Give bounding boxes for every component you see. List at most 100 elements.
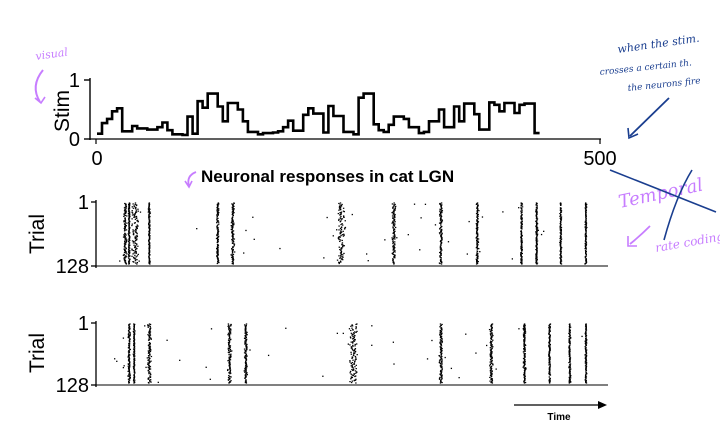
raster2-spike: [228, 338, 230, 340]
raster2-spike: [489, 365, 491, 367]
raster2-spike: [353, 363, 355, 366]
raster1-spike: [131, 223, 133, 225]
raster1-spike: [585, 227, 587, 230]
raster1-spikes: [119, 202, 588, 265]
time-label: Time: [547, 412, 571, 423]
raster2-spike: [392, 341, 395, 343]
raster1-spike: [124, 249, 127, 251]
raster2-spike: [245, 359, 248, 361]
raster2-spike: [128, 361, 131, 363]
raster2-spike: [228, 374, 230, 377]
raster1-spike: [124, 236, 126, 238]
raster1-spike: [123, 230, 126, 232]
raster2-spike: [227, 360, 229, 362]
raster1-spike: [338, 237, 340, 240]
raster1-spike: [230, 226, 233, 228]
raster1-spike: [394, 255, 396, 257]
raster1-spike: [133, 261, 135, 263]
raster2-spike: [524, 370, 526, 372]
raster2-spike: [350, 341, 352, 343]
raster1-spike: [340, 217, 342, 219]
raster2-spike: [523, 339, 525, 341]
raster2-spike: [524, 375, 526, 378]
raster2-spike: [230, 353, 232, 355]
stim-y-tick-label-1: 1: [69, 70, 80, 92]
raster1-spike: [559, 254, 561, 256]
raster2-spike: [548, 342, 550, 344]
raster1-spike: [440, 242, 443, 244]
raster1-spike: [132, 232, 135, 234]
raster1-spike: [521, 238, 523, 240]
raster2-spike: [440, 352, 442, 354]
raster1-spike: [216, 214, 218, 216]
raster2-spike: [548, 331, 550, 333]
raster1-spike: [584, 210, 587, 212]
raster1-spike: [342, 230, 344, 232]
raster1-spike: [520, 212, 522, 214]
raster1-spike: [134, 218, 137, 220]
raster2-spike: [522, 351, 525, 353]
raster1-spike: [520, 205, 522, 207]
raster2-spike: [285, 327, 287, 329]
raster2-spike: [350, 362, 352, 365]
raster1-spike: [438, 222, 441, 224]
raster1-spike: [135, 256, 137, 258]
raster2-spike: [149, 376, 152, 379]
raster1-spike: [216, 221, 219, 223]
raster1-spike: [137, 221, 139, 223]
raster1-spike: [124, 212, 127, 215]
raster1-spike: [340, 211, 343, 213]
raster2-spike: [569, 377, 572, 379]
raster2-spike: [228, 354, 230, 356]
raster2-spike: [128, 366, 131, 368]
raster2-spike: [352, 344, 354, 346]
raster2-spike: [245, 332, 247, 334]
raster2-spike: [439, 374, 442, 376]
raster2-spike: [149, 354, 151, 356]
raster2-spike: [353, 362, 356, 364]
raster2-spike: [122, 366, 125, 369]
raster1-spike: [124, 221, 127, 223]
raster2-spike: [350, 373, 352, 375]
raster2-spike: [440, 369, 442, 372]
raster1-spike: [393, 204, 395, 206]
raster1-spike: [149, 254, 151, 256]
raster1-spike: [129, 239, 131, 242]
raster1-spike: [521, 263, 523, 265]
raster2-spike: [488, 328, 491, 331]
raster1-spike: [231, 219, 233, 221]
raster1-spike: [131, 255, 133, 257]
raster2-spike: [352, 332, 355, 334]
raster2-spike: [146, 357, 149, 359]
raster2-spike: [431, 339, 433, 342]
raster1-spike: [149, 224, 151, 226]
raster2-spike: [492, 339, 494, 341]
raster2-spike: [148, 347, 150, 349]
raster1-spike: [149, 261, 151, 264]
raster1-spike: [392, 211, 394, 213]
raster1-spike: [393, 250, 395, 253]
raster1-spike: [124, 209, 126, 211]
raster2-spike: [133, 334, 135, 336]
raster2-spike: [569, 366, 572, 368]
raster1-spike: [478, 210, 480, 212]
raster1-spike: [339, 204, 341, 206]
raster1-spike: [476, 210, 478, 212]
raster1-spike: [536, 240, 539, 242]
raster2-spike: [490, 353, 492, 355]
raster2-spike: [179, 359, 181, 361]
raster1-spike: [231, 261, 234, 263]
raster1-spike: [326, 216, 328, 219]
raster2-spike: [129, 348, 132, 351]
raster2-spike: [347, 343, 349, 345]
raster1-spike: [338, 255, 340, 257]
raster1-spike: [535, 215, 538, 218]
raster2-spike: [491, 378, 494, 380]
raster2-spike: [149, 329, 151, 331]
raster1-spike: [536, 263, 538, 265]
raster2-spike: [128, 372, 131, 374]
raster1-spike: [135, 208, 137, 210]
raster2-spike: [585, 369, 588, 372]
raster1-spike: [392, 241, 395, 243]
raster2-spike: [440, 344, 442, 346]
